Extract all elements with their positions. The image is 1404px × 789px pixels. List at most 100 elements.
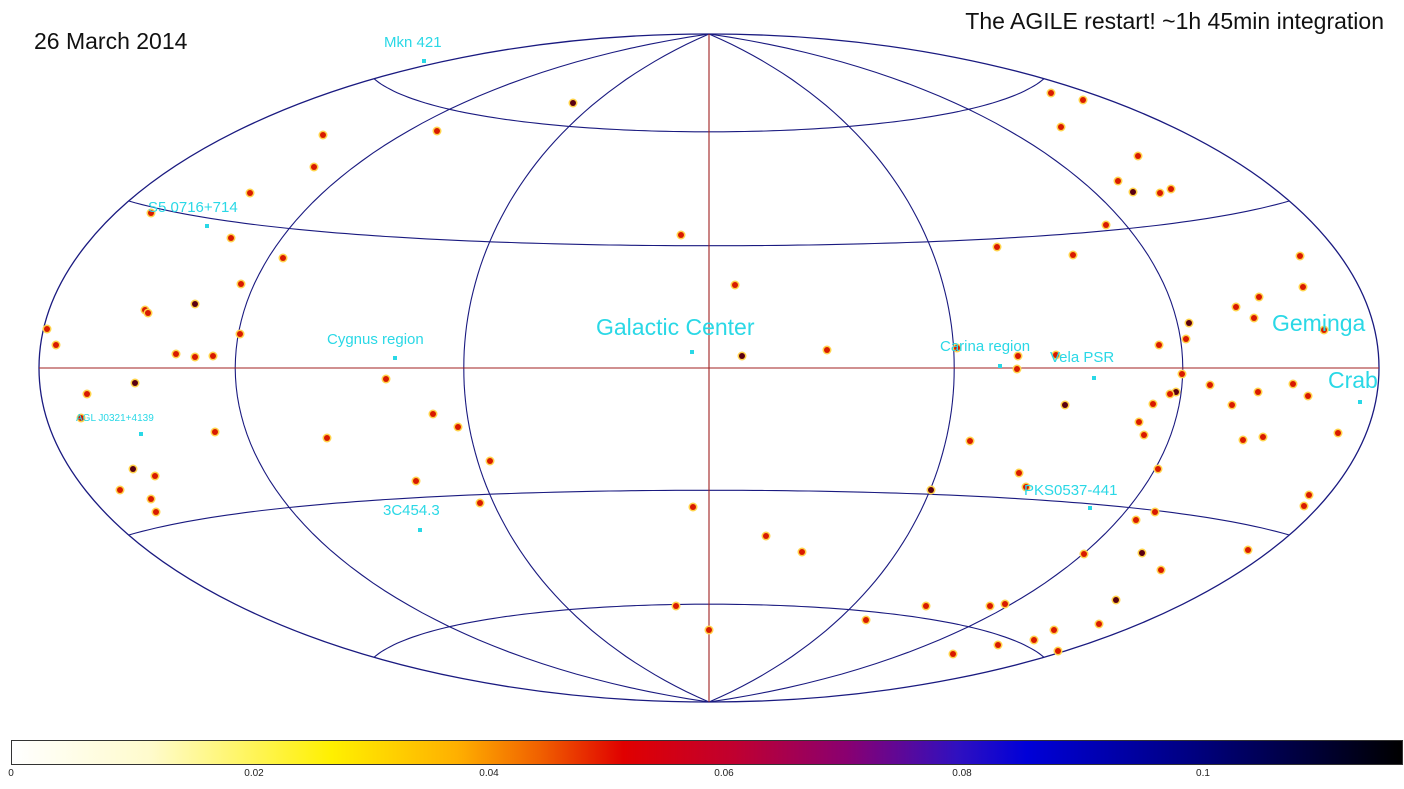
- source-spot: [84, 391, 90, 397]
- source-label: Crab: [1328, 367, 1378, 393]
- source-marker: [205, 224, 209, 228]
- source-spot: [995, 642, 1001, 648]
- source-spot: [237, 331, 243, 337]
- source-spot: [212, 429, 218, 435]
- source-spot: [324, 435, 330, 441]
- source-spot: [1002, 601, 1008, 607]
- source-marker: [422, 59, 426, 63]
- source-spot: [1251, 315, 1257, 321]
- source-spot: [954, 345, 960, 351]
- source-spot: [1183, 336, 1189, 342]
- source-marker: [1358, 400, 1362, 404]
- source-spot: [1115, 178, 1121, 184]
- source-spot: [1290, 381, 1296, 387]
- source-label: Galactic Center: [596, 314, 755, 340]
- source-spot: [923, 603, 929, 609]
- colorbar-tick: 0.04: [479, 768, 499, 779]
- source-spot: [311, 164, 317, 170]
- source-spot: [1081, 551, 1087, 557]
- source-spot: [1168, 186, 1174, 192]
- source-spot: [987, 603, 993, 609]
- source-spot: [1141, 432, 1147, 438]
- source-spot: [1055, 648, 1061, 654]
- colorbar-tick: 0.08: [952, 768, 972, 779]
- source-label: Vela PSR: [1050, 349, 1114, 366]
- source-spot: [1256, 294, 1262, 300]
- source-spot: [148, 210, 154, 216]
- source-spot: [280, 255, 286, 261]
- source-spot: [1260, 434, 1266, 440]
- source-spot: [1158, 567, 1164, 573]
- source-spot: [247, 190, 253, 196]
- source-spot: [1113, 597, 1119, 603]
- colorbar-tick: 0: [8, 768, 14, 779]
- source-spot: [1150, 401, 1156, 407]
- source-spot: [799, 549, 805, 555]
- source-spot: [994, 244, 1000, 250]
- source-marker: [998, 364, 1002, 368]
- source-spot: [1135, 153, 1141, 159]
- source-spot: [53, 342, 59, 348]
- source-spot: [673, 603, 679, 609]
- source-spot: [153, 509, 159, 515]
- source-spot: [210, 353, 216, 359]
- source-labels: Mkn 421 S5 0716+714 Cygnus region Galactic …: [76, 34, 1378, 532]
- source-spot: [1015, 353, 1021, 359]
- colorbar-tick: 0.1: [1196, 768, 1210, 779]
- source-spot: [1051, 627, 1057, 633]
- source-spot: [1031, 637, 1037, 643]
- source-spot: [44, 326, 50, 332]
- source-spot: [1152, 509, 1158, 515]
- source-spot: [1048, 90, 1054, 96]
- gamma-ray-spots: [42, 88, 1343, 659]
- map-title: The AGILE restart! ~1h 45min integration: [965, 8, 1384, 34]
- source-label: PKS0537-441: [1024, 482, 1117, 499]
- source-spot: [1173, 389, 1179, 395]
- source-label: Geminga: [1272, 310, 1366, 336]
- source-spot: [1130, 189, 1136, 195]
- source-spot: [1016, 470, 1022, 476]
- source-spot: [1305, 393, 1311, 399]
- source-spot: [320, 132, 326, 138]
- source-spot: [1157, 190, 1163, 196]
- source-spot: [1014, 366, 1020, 372]
- source-spot: [78, 415, 84, 421]
- source-spot: [132, 380, 138, 386]
- source-spot: [455, 424, 461, 430]
- source-spot: [1070, 252, 1076, 258]
- source-spot: [487, 458, 493, 464]
- source-spot: [678, 232, 684, 238]
- source-spot: [1255, 389, 1261, 395]
- source-spot: [413, 478, 419, 484]
- source-spot: [477, 500, 483, 506]
- colorbar-tick: 0.06: [714, 768, 734, 779]
- source-spot: [570, 100, 576, 106]
- source-spot: [863, 617, 869, 623]
- source-marker: [690, 350, 694, 354]
- source-label: 3C454.3: [383, 502, 440, 519]
- source-spot: [1301, 503, 1307, 509]
- source-spot: [1186, 320, 1192, 326]
- source-spot: [1300, 284, 1306, 290]
- source-spot: [1335, 430, 1341, 436]
- source-spot: [1306, 492, 1312, 498]
- source-spot: [228, 235, 234, 241]
- source-spot: [1167, 391, 1173, 397]
- source-spot: [1240, 437, 1246, 443]
- source-spot: [950, 651, 956, 657]
- source-spot: [430, 411, 436, 417]
- source-spot: [1207, 382, 1213, 388]
- source-marker: [1092, 376, 1096, 380]
- date-label: 26 March 2014: [34, 28, 188, 54]
- source-spot: [763, 533, 769, 539]
- source-label: S5 0716+714: [148, 199, 238, 216]
- source-spot: [1133, 517, 1139, 523]
- source-spot: [1297, 253, 1303, 259]
- source-spot: [1233, 304, 1239, 310]
- source-spot: [1053, 352, 1059, 358]
- source-label: Carina region: [940, 338, 1030, 355]
- source-spot: [1096, 621, 1102, 627]
- source-spot: [1155, 466, 1161, 472]
- source-spot: [145, 310, 151, 316]
- source-spot: [1058, 124, 1064, 130]
